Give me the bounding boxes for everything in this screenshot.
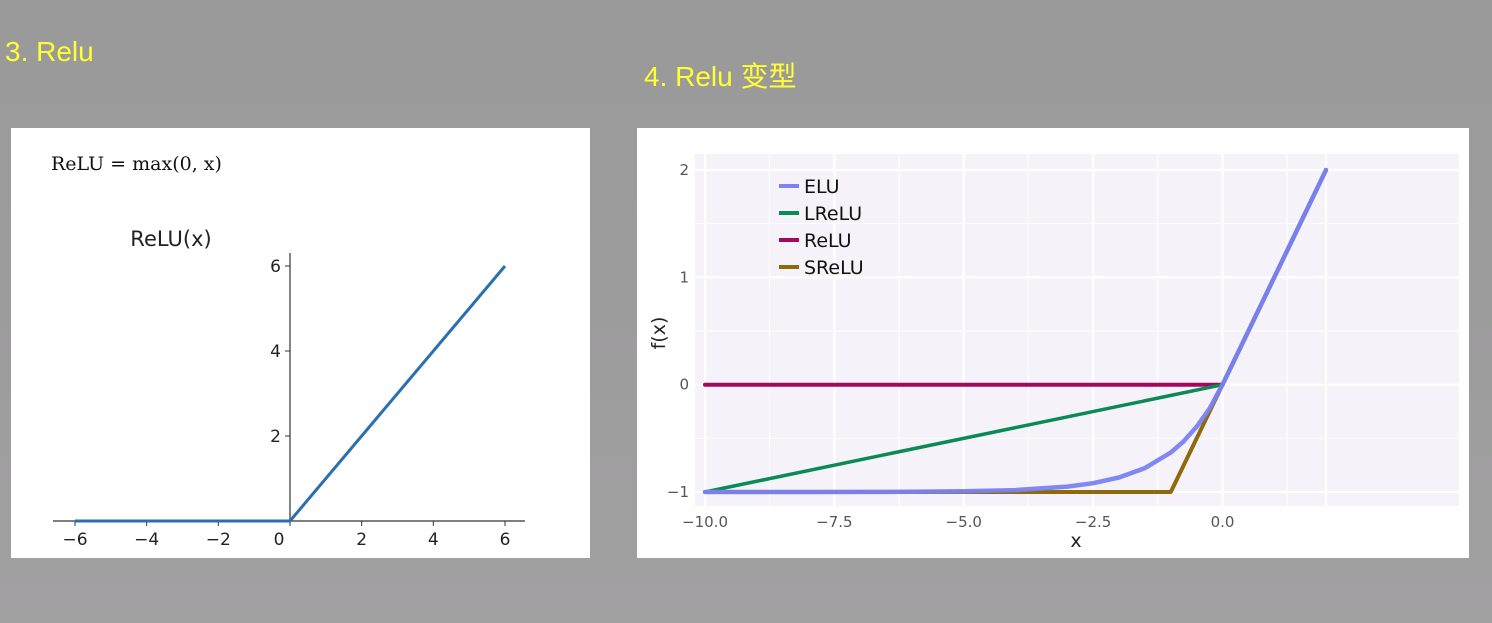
section-heading-relu-variants: 4. Relu 变型 xyxy=(644,61,797,92)
y-tick-label: 6 xyxy=(270,257,281,277)
y-tick-label: 2 xyxy=(270,427,281,447)
y-tick-label: 4 xyxy=(270,342,281,362)
x-tick-label: −10.0 xyxy=(682,513,728,531)
x-tick-label: −7.5 xyxy=(816,513,852,531)
x-tick-label: 6 xyxy=(500,530,511,550)
relu-chart: ReLU = max(0, x) ReLU(x) −6 −4 −2 0 2 4 6 2 4 6 xyxy=(51,153,525,550)
legend: ELU LReLU ReLU SReLU xyxy=(779,176,864,279)
legend-label-lrelu: LReLU xyxy=(804,203,862,225)
relu-chart-panel: ReLU = max(0, x) ReLU(x) −6 −4 −2 0 2 4 6 2 4 6 xyxy=(11,128,590,558)
x-tick-label: −6 xyxy=(62,530,87,550)
chart-title: ReLU(x) xyxy=(130,227,211,251)
y-axis-label: f(x) xyxy=(648,317,670,350)
x-tick-label: 2 xyxy=(356,530,367,550)
relu-variants-chart: −10.0 −7.5 −5.0 −2.5 0.0 −1 0 1 2 x f(x) ELU LReLU Re… xyxy=(648,154,1459,552)
y-tick-label: 2 xyxy=(679,161,689,179)
relu-formula: ReLU = max(0, x) xyxy=(51,153,222,175)
y-tick-label: 0 xyxy=(679,376,689,394)
x-tick-label: −2 xyxy=(206,530,231,550)
relu-variants-chart-panel: −10.0 −7.5 −5.0 −2.5 0.0 −1 0 1 2 x f(x) ELU LReLU Re… xyxy=(637,128,1469,558)
x-tick-label: 0.0 xyxy=(1211,513,1235,531)
x-tick-label: 4 xyxy=(428,530,439,550)
section-heading-relu: 3. Relu xyxy=(5,36,94,67)
x-tick-label: −4 xyxy=(134,530,159,550)
legend-label-srelu: SReLU xyxy=(804,257,864,279)
x-tick-label: −2.5 xyxy=(1075,513,1111,531)
series-line-elu xyxy=(702,167,1329,495)
relu-series-line xyxy=(75,265,507,523)
y-tick-label: 1 xyxy=(679,268,689,286)
x-tick-label: 0 xyxy=(274,530,285,550)
x-tick-label: −5.0 xyxy=(946,513,982,531)
legend-label-elu: ELU xyxy=(804,176,840,198)
plot-background xyxy=(695,154,1459,506)
x-axis-label: x xyxy=(1070,530,1081,552)
legend-label-relu: ReLU xyxy=(804,230,852,252)
y-tick-label: −1 xyxy=(667,483,689,501)
